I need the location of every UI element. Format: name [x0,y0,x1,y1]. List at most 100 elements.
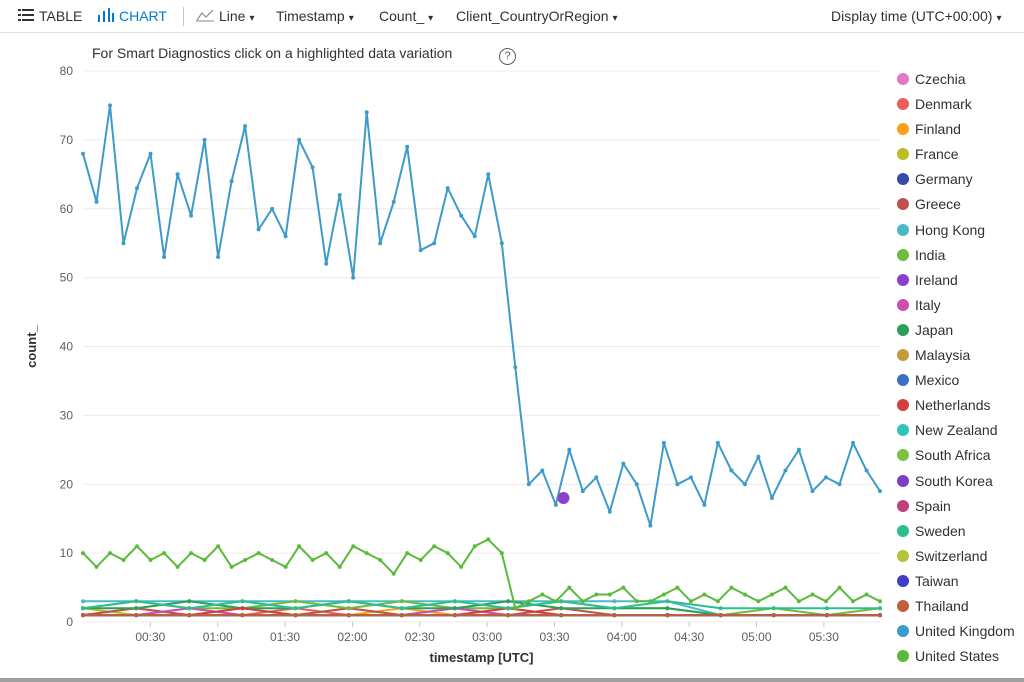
data-point [418,558,423,562]
data-point [472,544,477,549]
legend-item[interactable]: Ireland [897,271,1022,296]
data-point [134,606,139,611]
legend-color-dot [897,474,909,487]
legend-item[interactable]: Spain [897,497,1022,522]
legend-label: India [915,246,946,263]
legend-label: Italy [915,296,941,313]
x-axis-dropdown[interactable]: Timestamp ▾ [276,0,354,33]
legend-item[interactable]: Greece [897,195,1022,220]
data-point [594,592,599,597]
data-point [506,606,511,611]
legend-item[interactable]: Denmark [897,95,1022,120]
data-point [364,110,369,115]
data-point [665,613,670,618]
data-point [81,551,85,556]
data-point [715,440,720,445]
table-tab[interactable]: TABLE [18,0,82,33]
data-point [648,599,653,604]
data-point [783,468,788,473]
legend-item[interactable]: Hong Kong [897,221,1022,246]
legend-item[interactable]: Germany [897,170,1022,195]
data-point [187,599,192,604]
data-point [567,447,572,452]
data-point [187,606,192,611]
data-point [202,558,207,562]
legend-item[interactable]: Czechia [897,70,1022,95]
data-point [729,468,734,473]
data-point [452,606,457,611]
data-point [148,151,153,156]
data-point [580,489,585,494]
data-point [729,585,734,590]
help-icon[interactable]: ? [499,48,516,65]
legend-item[interactable]: Mexico [897,371,1022,396]
data-point [824,606,829,611]
legend-item[interactable]: Switzerland [897,547,1022,572]
data-point [135,186,139,191]
data-point [810,592,815,597]
data-point [229,564,234,569]
legend-color-dot [897,549,909,562]
data-point [175,564,180,569]
data-point [559,599,564,604]
chevron-down-icon: ▾ [612,13,618,24]
legend-item[interactable]: France [897,145,1022,170]
data-point [229,179,234,184]
data-point [567,585,572,590]
data-point [134,613,139,618]
legend-item[interactable]: Taiwan [897,572,1022,597]
data-point [256,551,261,556]
legend-color-dot [897,248,909,261]
legend-color-dot [897,374,909,387]
legend-item[interactable]: Malaysia [897,346,1022,371]
data-point [459,564,464,569]
data-point [135,544,139,549]
legend-item[interactable]: Sweden [897,522,1022,547]
data-point [445,186,450,191]
display-time-dropdown[interactable]: Display time (UTC+00:00) ▾ [831,0,1001,33]
legend-item[interactable]: United Kingdom [897,622,1022,647]
legend-item[interactable]: New Zealand [897,421,1022,446]
chevron-down-icon: ▾ [996,13,1002,24]
highlighted-data-point[interactable] [557,492,570,505]
legend-item[interactable]: South Korea [897,472,1022,497]
chart-type-dropdown[interactable]: Line ▾ [196,0,255,33]
legend-label: Thailand [915,597,969,614]
legend-item[interactable]: Netherlands [897,396,1022,421]
chart-tab-label: CHART [119,8,167,24]
legend-color-dot [897,123,909,136]
line-chart[interactable]: 0 10 20 30 40 50 60 70 80 00:30 01:00 01:30 02:00 02:… [0,40,890,670]
data-point [553,502,558,507]
data-point [718,613,723,618]
data-point [499,241,504,246]
data-point [459,213,464,218]
series-line-united-states [82,538,881,610]
legend-item[interactable]: South Africa [897,446,1022,471]
data-point [310,558,315,562]
data-point [878,613,882,618]
y-tick-label: 60 [60,202,74,216]
legend-color-dot [897,599,909,612]
data-point [878,599,882,604]
y-axis-dropdown[interactable]: Count_ ▾ [379,0,433,33]
data-point [240,606,245,611]
data-point [702,592,707,597]
data-point [293,606,298,611]
legend-item[interactable]: Italy [897,296,1022,321]
data-point [337,193,342,197]
legend-item[interactable]: India [897,246,1022,271]
split-by-label: Client_CountryOrRegion [456,8,609,24]
data-point [187,613,192,618]
data-point [756,599,761,604]
split-by-dropdown[interactable]: Client_CountryOrRegion ▾ [456,0,618,33]
legend-label: South Korea [915,472,993,489]
legend-item[interactable]: Thailand [897,597,1022,622]
data-point [769,496,774,500]
data-point [559,613,564,618]
chart-tab[interactable]: CHART [98,0,167,33]
data-point [796,599,801,604]
legend-item[interactable]: Finland [897,120,1022,145]
legend-item[interactable]: Japan [897,321,1022,346]
legend-item[interactable]: United States [897,647,1022,672]
series-line-sweden [82,600,880,610]
